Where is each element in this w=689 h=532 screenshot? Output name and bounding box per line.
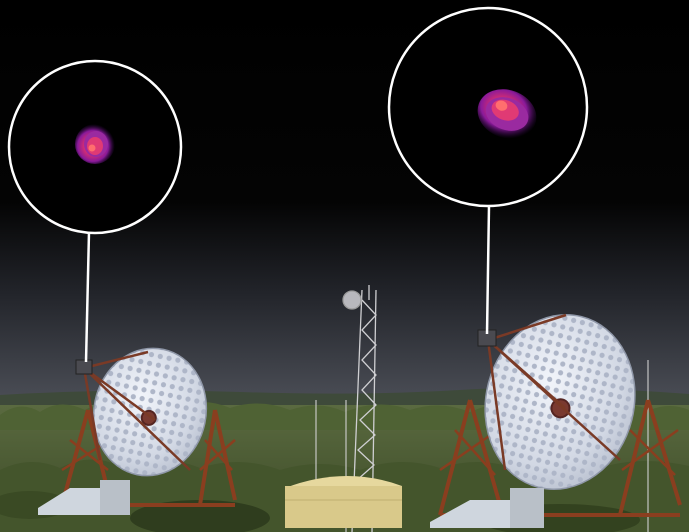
gamma-ray-source-icon [75, 124, 115, 164]
left-telescope-camera-image [7, 59, 183, 235]
camera-box [75, 359, 93, 375]
left-callout-line [84, 231, 91, 363]
lattice-mast [342, 285, 377, 532]
left-telescope [38, 347, 237, 515]
right-telescope-camera-image [387, 6, 589, 208]
right-callout-line [485, 205, 491, 335]
right-telescope [430, 313, 682, 528]
control-building [285, 475, 402, 528]
gamma-ray-source-icon [477, 89, 537, 139]
